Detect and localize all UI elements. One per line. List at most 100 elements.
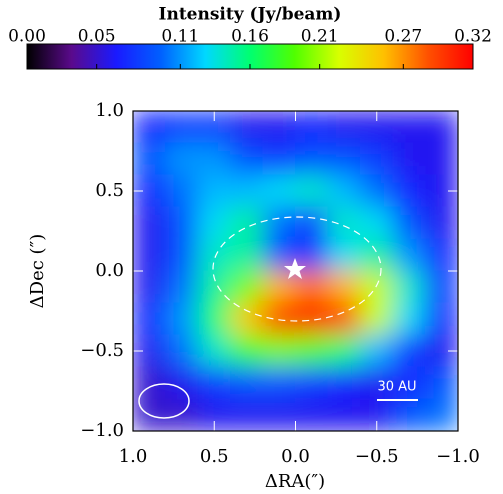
map-cell [197,142,231,176]
x-tick-label: −1.0 [436,446,480,467]
map-cell [197,238,231,272]
y-tick-label: 1.0 [95,100,124,121]
map-cell [262,111,296,144]
map-cell [425,111,458,144]
map-cell [262,398,296,431]
map-cell [165,238,199,272]
map-cell [165,206,199,240]
map-cell [327,334,361,368]
map-cell [327,238,361,272]
x-tick-label: −0.5 [355,446,399,467]
map-cell [360,238,394,272]
map-cell [133,270,166,304]
map-cell [392,111,426,144]
y-tick-label: 0.5 [95,180,124,201]
map-cell [133,366,166,400]
map-cell [230,334,264,368]
scale-label: 30 AU [377,380,416,395]
map-cell [133,238,166,272]
map-cell [425,142,458,176]
map-cell [425,398,458,431]
map-cell [360,366,394,400]
map-cell [295,398,329,431]
colorbar-tick-label: 0.32 [454,27,492,47]
map-cell [425,238,458,272]
map-cell [262,366,296,400]
map-cell [133,142,166,176]
x-tick-label: 0.5 [200,446,229,467]
map-cell [392,206,426,240]
map-cell [392,238,426,272]
y-tick-label: −1.0 [80,420,124,441]
map-cell [327,142,361,176]
map-cell [360,302,394,336]
map-cell [165,142,199,176]
map-cell [295,366,329,400]
map-cell [295,174,329,208]
map-cell [262,174,296,208]
map-cell [165,302,199,336]
colorbar-tick-label: 0.16 [231,27,269,47]
map-cell [425,366,458,400]
star [284,258,306,279]
map-cell [392,174,426,208]
map-cell [262,334,296,368]
x-tick-label: 0.0 [281,446,310,467]
colorbar-tick-label: 0.27 [384,27,422,47]
beam-ellipse [138,383,190,419]
map-cell [197,366,231,400]
map-cell [165,174,199,208]
map-cell [230,398,264,431]
map-cell [230,238,264,272]
colorbar-tick-label: 0.11 [161,27,199,47]
map-cell [295,302,329,336]
map-cell [360,174,394,208]
map-cell [133,302,166,336]
map-cell [165,111,199,144]
x-tick-label: 1.0 [119,446,148,467]
map-cell [230,270,264,304]
colorbar-tick-label: 0.00 [8,27,46,47]
map-cell [230,111,264,144]
map-cell [197,206,231,240]
map-cell [360,142,394,176]
map-cell [327,398,361,431]
map-cell [392,398,426,431]
map-cell [262,302,296,336]
colorbar-tick-label: 0.21 [301,27,339,47]
map-cell [165,398,199,431]
map-cell [197,302,231,336]
map-cell [392,334,426,368]
map-cell [133,206,166,240]
map-cell [392,270,426,304]
map-cell [230,302,264,336]
map-cell [197,174,231,208]
map-cell [360,206,394,240]
map-cell [327,302,361,336]
map-cell [360,334,394,368]
map-cell [295,111,329,144]
map-cell [133,111,166,144]
map-cell [425,206,458,240]
map-cell [327,111,361,144]
map-cell [230,366,264,400]
y-tick-label: 0.0 [95,260,124,281]
map-cell [425,302,458,336]
map-cell [295,142,329,176]
map-cell [165,270,199,304]
map-cell [262,142,296,176]
map-cell [392,302,426,336]
map-cell [230,206,264,240]
y-axis-label: ΔDec (″) [27,234,48,309]
map-cells [133,111,458,431]
map [133,111,458,431]
map-cell [165,334,199,368]
map-cell [295,206,329,240]
map-cell [327,270,361,304]
map-cell [165,366,199,400]
y-tick-label: −0.5 [80,340,124,361]
colorbar-title: Intensity (Jy/beam) [159,5,342,25]
map-cell [360,270,394,304]
map-cell [392,366,426,400]
